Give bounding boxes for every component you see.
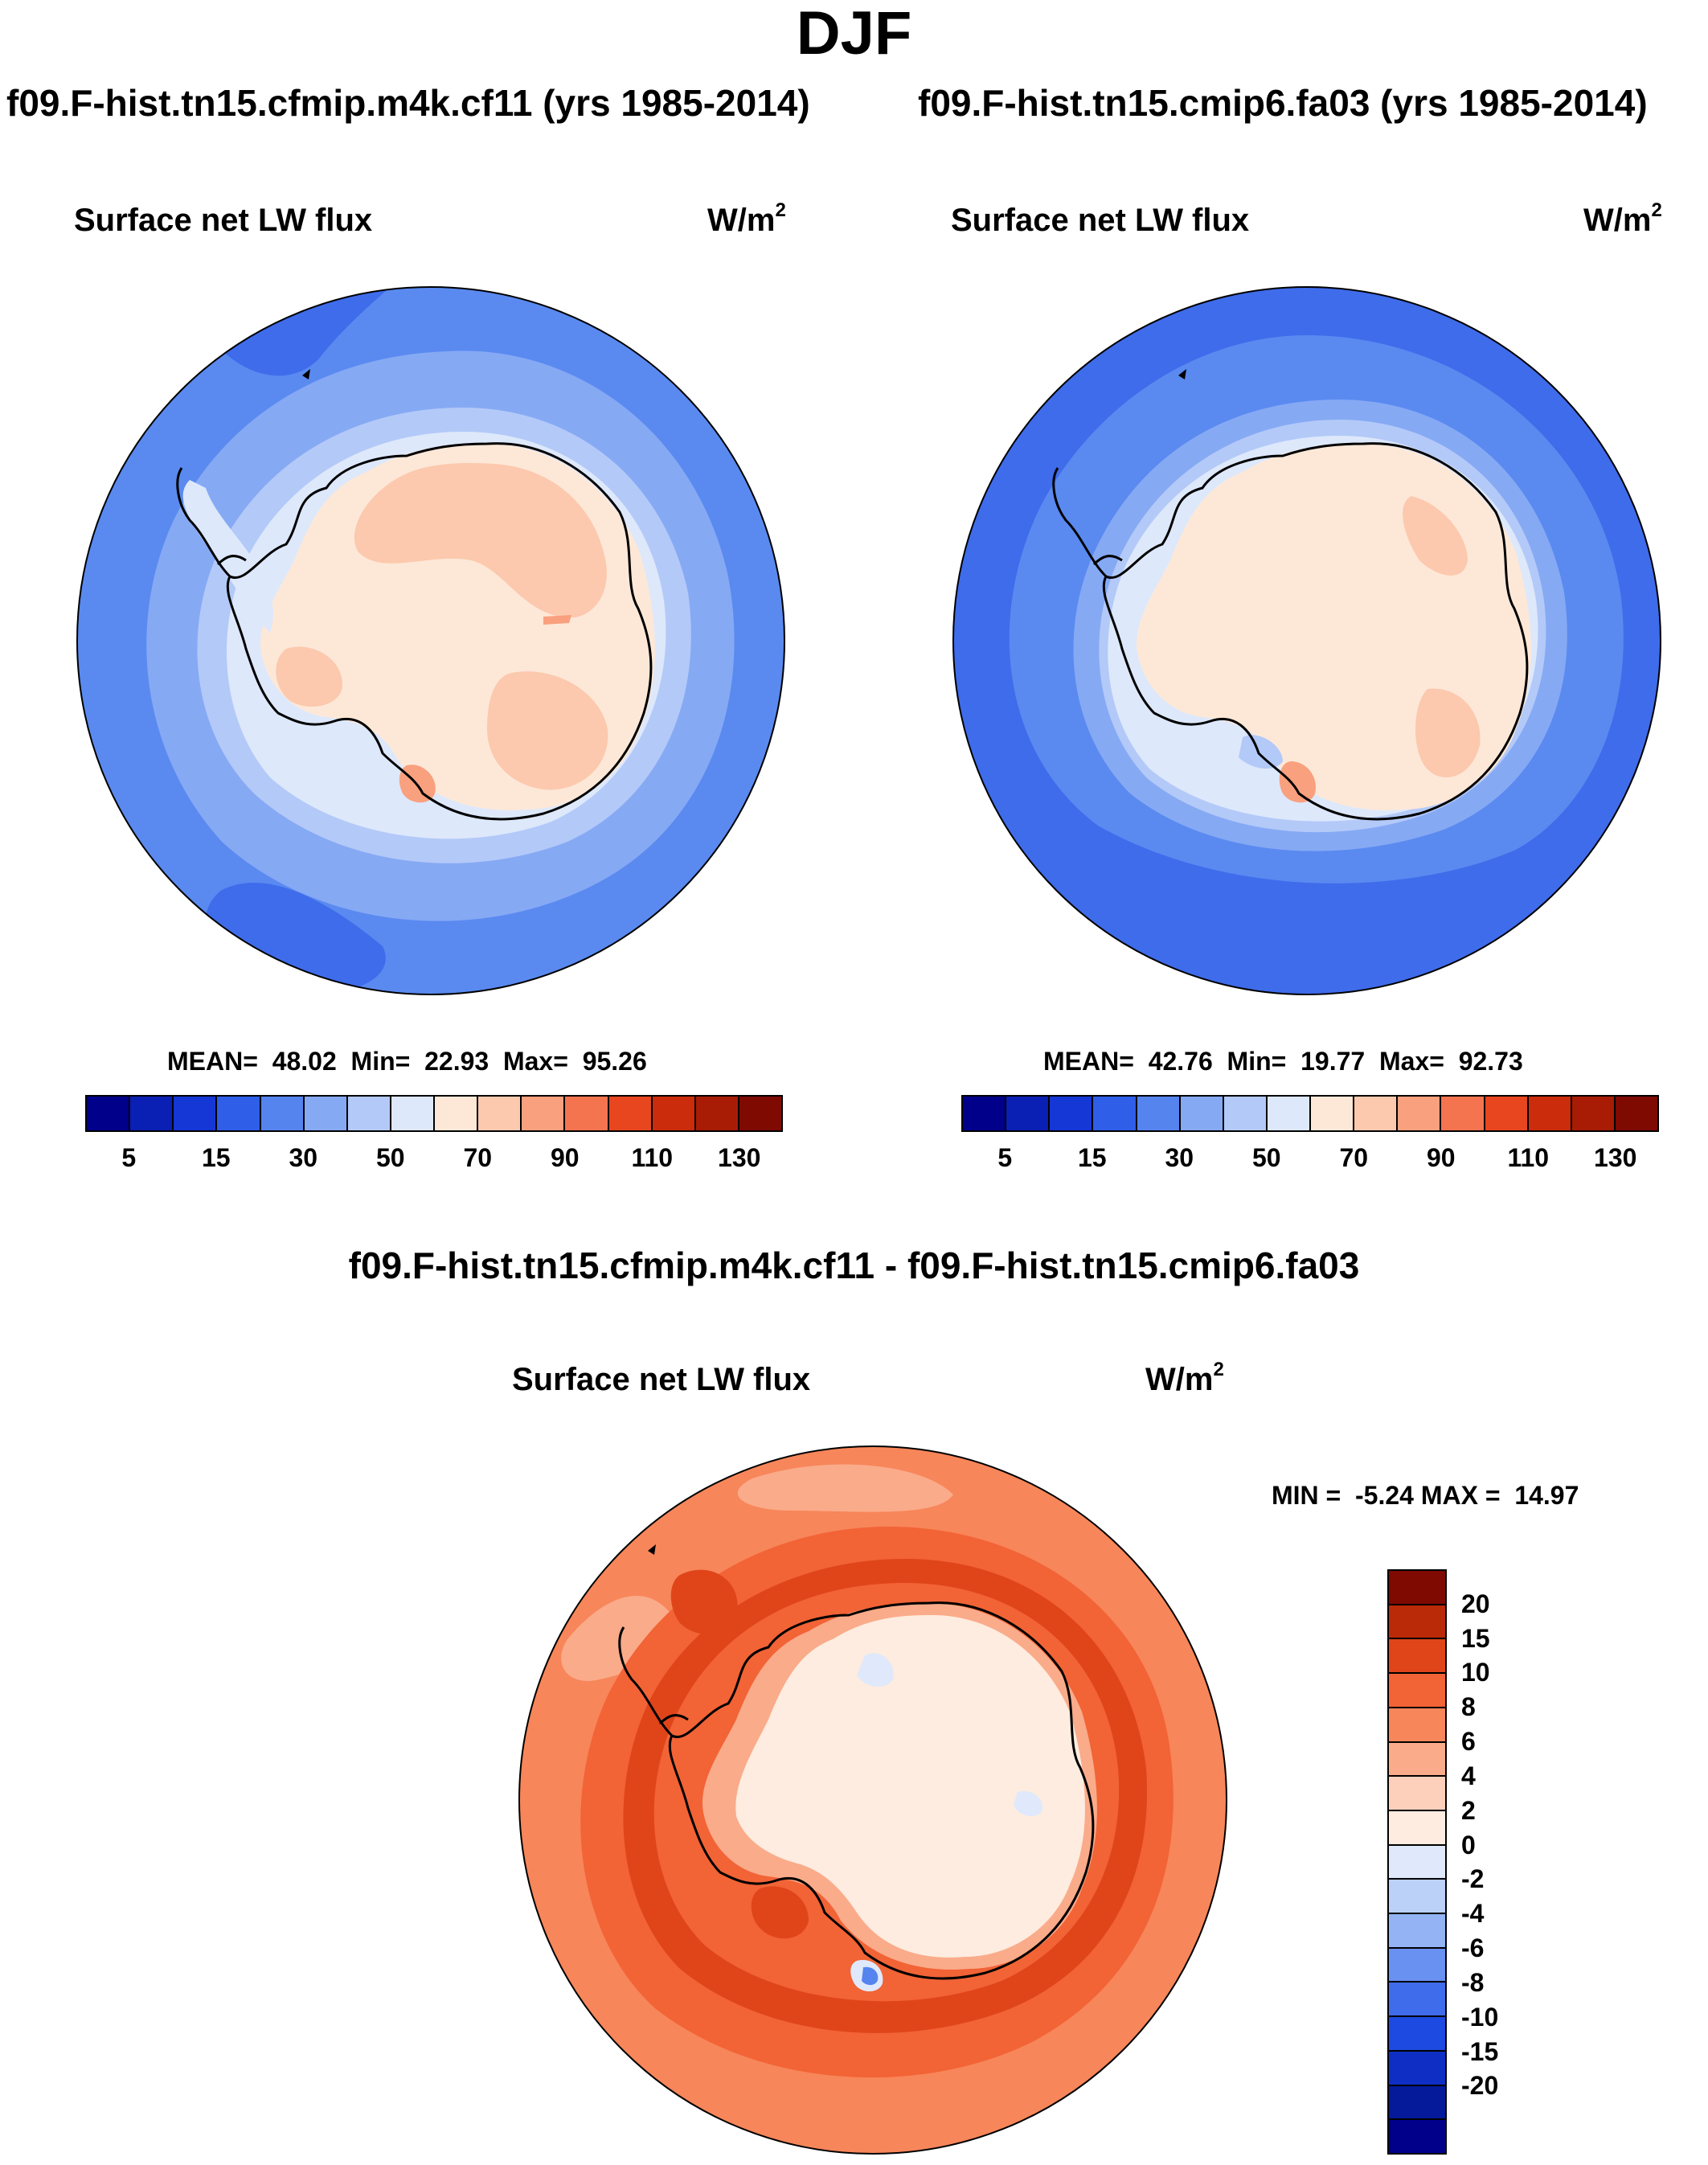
panel-left-polar-map	[76, 286, 785, 995]
colorbar-box	[130, 1097, 174, 1130]
colorbar-box	[1485, 1097, 1529, 1130]
colorbar-tick-label: 5	[997, 1143, 1013, 1172]
colorbar-box	[652, 1097, 696, 1130]
panel-left-colorbar	[85, 1095, 783, 1132]
colorbar-tick-label: 5	[121, 1143, 137, 1172]
colorbar-box	[1389, 1605, 1445, 1640]
colorbar-box	[1354, 1097, 1399, 1130]
colorbar-box	[217, 1097, 261, 1130]
colorbar-tick-label: 30	[1165, 1143, 1194, 1172]
colorbar-box	[1615, 1097, 1657, 1130]
colorbar-tick-label: 15	[201, 1143, 231, 1172]
colorbar-tick-label: 90	[550, 1143, 580, 1172]
colorbar-box	[1389, 1880, 1445, 1915]
colorbar-tick-label: -8	[1461, 1967, 1485, 1997]
colorbar-box	[1441, 1097, 1485, 1130]
colorbar-box	[1389, 1708, 1445, 1743]
colorbar-box	[739, 1097, 781, 1130]
colorbar-tick-label: 110	[1507, 1143, 1550, 1172]
colorbar-box	[1389, 1914, 1445, 1949]
colorbar-tick-label: -4	[1461, 1899, 1485, 1929]
difference-colorbar	[1387, 1569, 1447, 2155]
colorbar-box	[1398, 1097, 1442, 1130]
colorbar-box	[1528, 1097, 1572, 1130]
panel-left-case-title: f09.F-hist.tn15.cfmip.m4k.cf11 (yrs 1985…	[6, 82, 810, 124]
figure-title: DJF	[796, 0, 912, 68]
difference-variable-title: Surface net LW flux	[512, 1362, 811, 1397]
colorbar-box	[1389, 1810, 1445, 1846]
colorbar-box	[1389, 1571, 1445, 1605]
colorbar-box	[1389, 2120, 1445, 2153]
panel-left-stats: MEAN= 48.02 Min= 22.93 Max= 95.26	[167, 1047, 647, 1076]
colorbar-box	[1389, 2085, 1445, 2121]
colorbar-box	[565, 1097, 609, 1130]
colorbar-tick-label: 30	[289, 1143, 318, 1172]
colorbar-tick-label: 20	[1461, 1589, 1490, 1618]
colorbar-box	[1180, 1097, 1224, 1130]
colorbar-tick-label: -10	[1461, 2002, 1499, 2032]
colorbar-tick-label: 15	[1461, 1623, 1490, 1653]
colorbar-box	[1389, 1639, 1445, 1675]
colorbar-tick-label: 0	[1461, 1830, 1476, 1860]
panel-right-units: W/m2	[1583, 199, 1662, 239]
colorbar-box	[522, 1097, 566, 1130]
colorbar-box	[1137, 1097, 1181, 1130]
colorbar-tick-label: 50	[375, 1143, 405, 1172]
colorbar-tick-label: 110	[631, 1143, 674, 1172]
panel-right-stats: MEAN= 42.76 Min= 19.77 Max= 92.73	[1043, 1047, 1523, 1076]
colorbar-tick-label: 70	[463, 1143, 493, 1172]
colorbar-box	[1267, 1097, 1311, 1130]
colorbar-box	[174, 1097, 218, 1130]
panel-right-colorbar	[961, 1095, 1659, 1132]
colorbar-box	[1006, 1097, 1051, 1130]
colorbar-tick-label: 130	[1594, 1143, 1637, 1172]
colorbar-tick-label: 8	[1461, 1692, 1476, 1722]
colorbar-tick-label: 4	[1461, 1761, 1476, 1790]
colorbar-box	[963, 1097, 1007, 1130]
difference-units: W/m2	[1145, 1359, 1224, 1398]
colorbar-tick-label: 70	[1339, 1143, 1369, 1172]
colorbar-box	[1389, 1948, 1445, 1983]
difference-stats: MIN = -5.24 MAX = 14.97	[1272, 1481, 1579, 1510]
colorbar-tick-label: 15	[1077, 1143, 1107, 1172]
difference-case-title: f09.F-hist.tn15.cfmip.m4k.cf11 - f09.F-h…	[348, 1244, 1360, 1286]
colorbar-box	[435, 1097, 479, 1130]
colorbar-tick-label: -6	[1461, 1933, 1485, 1963]
colorbar-box	[260, 1097, 305, 1130]
colorbar-box	[1389, 2051, 1445, 2086]
colorbar-tick-label: 130	[718, 1143, 761, 1172]
panel-right-variable-title: Surface net LW flux	[951, 203, 1250, 238]
colorbar-box	[1093, 1097, 1137, 1130]
panel-left-variable-title: Surface net LW flux	[74, 203, 373, 238]
colorbar-box	[1311, 1097, 1355, 1130]
colorbar-box	[304, 1097, 348, 1130]
colorbar-box	[1389, 1845, 1445, 1880]
colorbar-tick-label: 90	[1426, 1143, 1456, 1172]
colorbar-box	[1389, 1777, 1445, 1811]
colorbar-tick-label: -2	[1461, 1864, 1485, 1894]
colorbar-box	[608, 1097, 653, 1130]
colorbar-box	[1223, 1097, 1268, 1130]
colorbar-tick-label: -20	[1461, 2071, 1499, 2101]
colorbar-box	[1050, 1097, 1094, 1130]
colorbar-box	[1389, 1983, 1445, 2018]
panel-right-case-title: f09.F-hist.tn15.cmip6.fa03 (yrs 1985-201…	[918, 82, 1648, 124]
colorbar-tick-label: 6	[1461, 1727, 1476, 1757]
colorbar-tick-label: -15	[1461, 2036, 1499, 2066]
colorbar-box	[87, 1097, 131, 1130]
colorbar-box	[1389, 1742, 1445, 1778]
colorbar-box	[1571, 1097, 1616, 1130]
colorbar-tick-label: 50	[1251, 1143, 1281, 1172]
colorbar-tick-label: 2	[1461, 1795, 1476, 1825]
colorbar-box	[695, 1097, 739, 1130]
colorbar-box	[478, 1097, 522, 1130]
colorbar-tick-label: 10	[1461, 1658, 1490, 1687]
difference-polar-map	[518, 1445, 1227, 2155]
panel-right-polar-map	[952, 286, 1661, 995]
colorbar-box	[1389, 1674, 1445, 1708]
colorbar-box	[1389, 2017, 1445, 2052]
colorbar-box	[391, 1097, 435, 1130]
panel-left-units: W/m2	[707, 199, 786, 239]
colorbar-box	[347, 1097, 391, 1130]
